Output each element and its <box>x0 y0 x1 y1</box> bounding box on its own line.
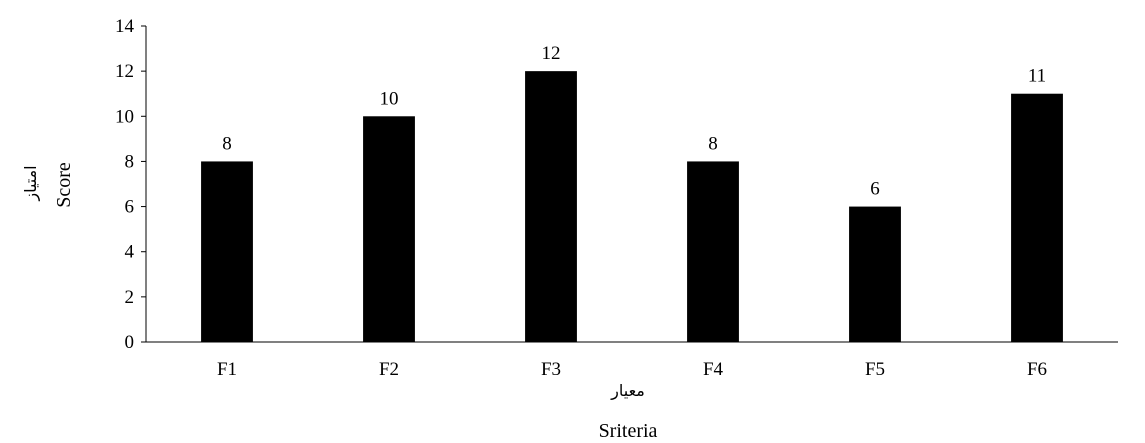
bar-f2 <box>363 116 415 343</box>
x-tick-label-f1: F1 <box>217 359 237 380</box>
bars: 8 10 12 8 6 11 <box>201 43 1063 343</box>
bar-f1 <box>201 161 253 342</box>
bar-f6 <box>1011 93 1063 342</box>
x-axis-title-persian: معیار <box>610 381 645 401</box>
x-axis-title: Sriteria <box>599 420 658 442</box>
bar-f5 <box>849 206 901 342</box>
data-label-f3: 12 <box>542 43 561 64</box>
data-label-f6: 11 <box>1028 66 1046 87</box>
y-tick-label: 14 <box>115 16 135 37</box>
y-tick-label: 4 <box>125 242 135 263</box>
y-tick-label: 0 <box>125 332 135 353</box>
data-label-f2: 10 <box>380 88 399 109</box>
y-tick-label: 12 <box>115 61 134 82</box>
bar-f4 <box>687 161 739 342</box>
y-tick-label: 8 <box>125 151 135 172</box>
y-tick-label: 10 <box>115 106 134 127</box>
x-tick-label-f5: F5 <box>865 359 885 380</box>
data-label-f4: 8 <box>708 133 718 154</box>
data-label-f5: 6 <box>870 179 880 200</box>
y-axis-ticks: 0 2 4 6 8 10 12 14 <box>115 16 146 353</box>
y-axis-title: Score <box>53 162 75 208</box>
x-tick-label-f3: F3 <box>541 359 561 380</box>
data-label-f1: 8 <box>222 133 232 154</box>
x-tick-label-f2: F2 <box>379 359 399 380</box>
bar-f3 <box>525 71 577 343</box>
x-tick-label-f6: F6 <box>1027 359 1047 380</box>
x-tick-label-f4: F4 <box>703 359 724 380</box>
y-tick-label: 2 <box>125 287 135 308</box>
x-axis-ticks: F1 F2 F3 F4 F5 F6 <box>217 359 1047 380</box>
y-tick-label: 6 <box>125 197 135 218</box>
y-axis-title-persian: امتیاز <box>21 165 41 201</box>
